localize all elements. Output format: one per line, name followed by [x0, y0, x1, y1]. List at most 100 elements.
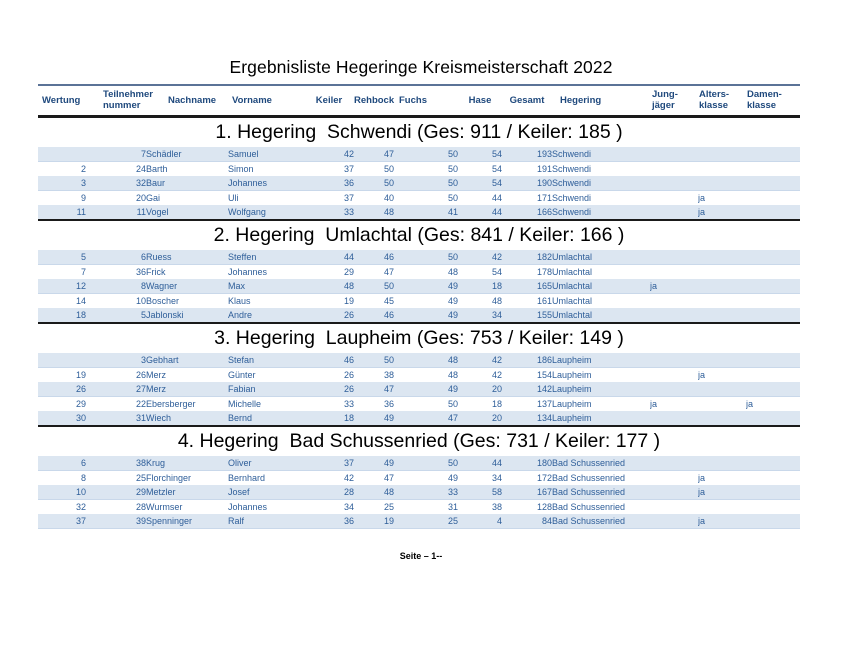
cell-keiler: 26 — [304, 308, 354, 324]
cell-vorname: Simon — [228, 164, 254, 174]
cell-fuchs: 41 — [394, 205, 458, 221]
cell-nummer: 7 — [86, 147, 146, 162]
table-row: 3 Gebhart Stefan 46 50 48 42 186 Laupheim — [38, 353, 800, 368]
cell-damen — [746, 368, 800, 383]
cell-nachname: Baur — [146, 176, 228, 191]
cell-hase: 34 — [491, 473, 502, 483]
cell-wertung: 19 — [75, 370, 86, 380]
cell-hegering: Laupheim — [552, 399, 592, 409]
cell-nachname: Florchinger — [146, 473, 192, 483]
cell-hase: 44 — [491, 193, 502, 203]
results-table: Wertung Teilnehmer nummer Nachname Vorname K… — [38, 84, 800, 529]
cell-hegering: Laupheim — [552, 382, 650, 397]
cell-gesamt: 128 — [536, 502, 552, 512]
table-row: 2 24 Barth Simon 37 50 50 54 191 Schwendi — [38, 162, 800, 177]
cell-fuchs: 49 — [447, 296, 458, 306]
cell-nummer: 36 — [135, 267, 146, 277]
cell-keiler: 29 — [343, 267, 354, 277]
cell-wertung: 9 — [80, 193, 86, 203]
column-header-gesamt: Gesamt — [509, 94, 545, 106]
table-row: 9 20 Gai Uli 37 40 50 44 171 Schwendi ja — [38, 191, 800, 206]
cell-fuchs: 50 — [447, 164, 458, 174]
cell-hase: 54 — [458, 176, 502, 191]
table-row: 10 29 Metzler Josef 28 48 33 58 167 Bad Schussenr… — [38, 485, 800, 500]
cell-alters — [698, 279, 746, 294]
cell-hase: 38 — [491, 502, 502, 512]
section-heading: 2. Hegering Umlachtal (Ges: 841 / Keiler… — [213, 224, 625, 246]
cell-nachname: Gai — [146, 193, 161, 203]
cell-damen — [746, 147, 800, 162]
cell-rehbock: 50 — [354, 279, 394, 294]
cell-wertung: 26 — [38, 382, 86, 397]
cell-hase: 44 — [458, 456, 502, 471]
cell-gesamt: 154 — [536, 370, 552, 380]
cell-jung — [650, 500, 698, 515]
cell-hase: 20 — [458, 382, 502, 397]
cell-jung — [650, 294, 698, 309]
cell-wertung: 8 — [80, 473, 86, 483]
cell-nummer: 3 — [86, 353, 146, 368]
cell-nummer: 38 — [86, 456, 146, 471]
cell-fuchs: 48 — [447, 267, 458, 277]
cell-rehbock: 47 — [383, 267, 394, 277]
cell-rehbock: 38 — [383, 370, 394, 380]
cell-fuchs: 49 — [394, 279, 458, 294]
cell-gesamt: 171 — [536, 193, 552, 203]
cell-nachname: Merz — [146, 382, 228, 397]
column-header-vorname: Vorname — [232, 94, 272, 106]
column-header-wertung: Wertung — [42, 94, 81, 106]
cell-fuchs: 49 — [394, 308, 458, 324]
cell-vorname: Michelle — [228, 399, 262, 409]
cell-gesamt: 84 — [502, 514, 552, 529]
cell-alters — [698, 265, 746, 280]
cell-nummer: 29 — [86, 485, 146, 500]
cell-hase: 44 — [458, 205, 502, 221]
cell-hase: 42 — [458, 353, 502, 368]
section-heading-row: 4. Hegering Bad Schussenried (Ges: 731 /… — [38, 426, 800, 456]
cell-fuchs: 47 — [394, 411, 458, 427]
cell-jung — [650, 411, 698, 427]
cell-damen — [746, 411, 800, 427]
table-header: Wertung Teilnehmer nummer Nachname Vorname K… — [38, 85, 800, 117]
cell-alters — [698, 500, 746, 515]
cell-hase: 34 — [458, 308, 502, 324]
cell-damen — [746, 250, 800, 265]
cell-alters — [698, 382, 746, 397]
cell-nachname: Metzler — [146, 485, 228, 500]
cell-vorname: Josef — [228, 485, 304, 500]
table-row: 29 22 Ebersberger Michelle 33 36 50 18 137 Lauphe… — [38, 397, 800, 412]
table-row: 11 11 Vogel Wolfgang 33 48 41 44 166 Schwendi ja — [38, 205, 800, 221]
cell-alters: ja — [698, 514, 746, 529]
table-row: 8 25 Florchinger Bernhard 42 47 49 34 172 Bad Sch… — [38, 471, 800, 486]
cell-jung — [650, 382, 698, 397]
cell-jung — [650, 205, 698, 221]
cell-wertung — [38, 353, 86, 368]
cell-gesamt: 142 — [502, 382, 552, 397]
cell-hegering: Schwendi — [552, 193, 592, 203]
cell-gesamt: 190 — [502, 176, 552, 191]
cell-nachname: Gebhart — [146, 353, 228, 368]
cell-rehbock: 50 — [383, 164, 394, 174]
section-heading: 3. Hegering Laupheim (Ges: 753 / Keiler:… — [214, 327, 624, 349]
cell-wertung: 10 — [38, 485, 86, 500]
cell-fuchs: 49 — [394, 382, 458, 397]
cell-hegering: Umlachtal — [552, 279, 650, 294]
cell-alters — [698, 411, 746, 427]
section-heading: 1. Hegering Schwendi (Ges: 911 / Keiler:… — [215, 121, 623, 143]
table-row: 6 38 Krug Oliver 37 49 50 44 180 Bad Schussenried — [38, 456, 800, 471]
cell-vorname: Andre — [228, 308, 304, 324]
cell-keiler: 42 — [343, 473, 354, 483]
cell-alters — [698, 147, 746, 162]
cell-keiler: 33 — [343, 399, 354, 409]
cell-fuchs: 48 — [447, 370, 458, 380]
cell-alters — [698, 353, 746, 368]
cell-keiler: 36 — [304, 514, 354, 529]
cell-jung — [650, 147, 698, 162]
cell-nummer: 8 — [86, 279, 146, 294]
cell-alters: ja — [698, 485, 746, 500]
cell-rehbock: 45 — [383, 296, 394, 306]
table-row: 18 5 Jablonski Andre 26 46 49 34 155 Umlachtal — [38, 308, 800, 324]
cell-rehbock: 48 — [354, 485, 394, 500]
cell-wertung: 3 — [38, 176, 86, 191]
cell-nummer: 26 — [135, 370, 146, 380]
